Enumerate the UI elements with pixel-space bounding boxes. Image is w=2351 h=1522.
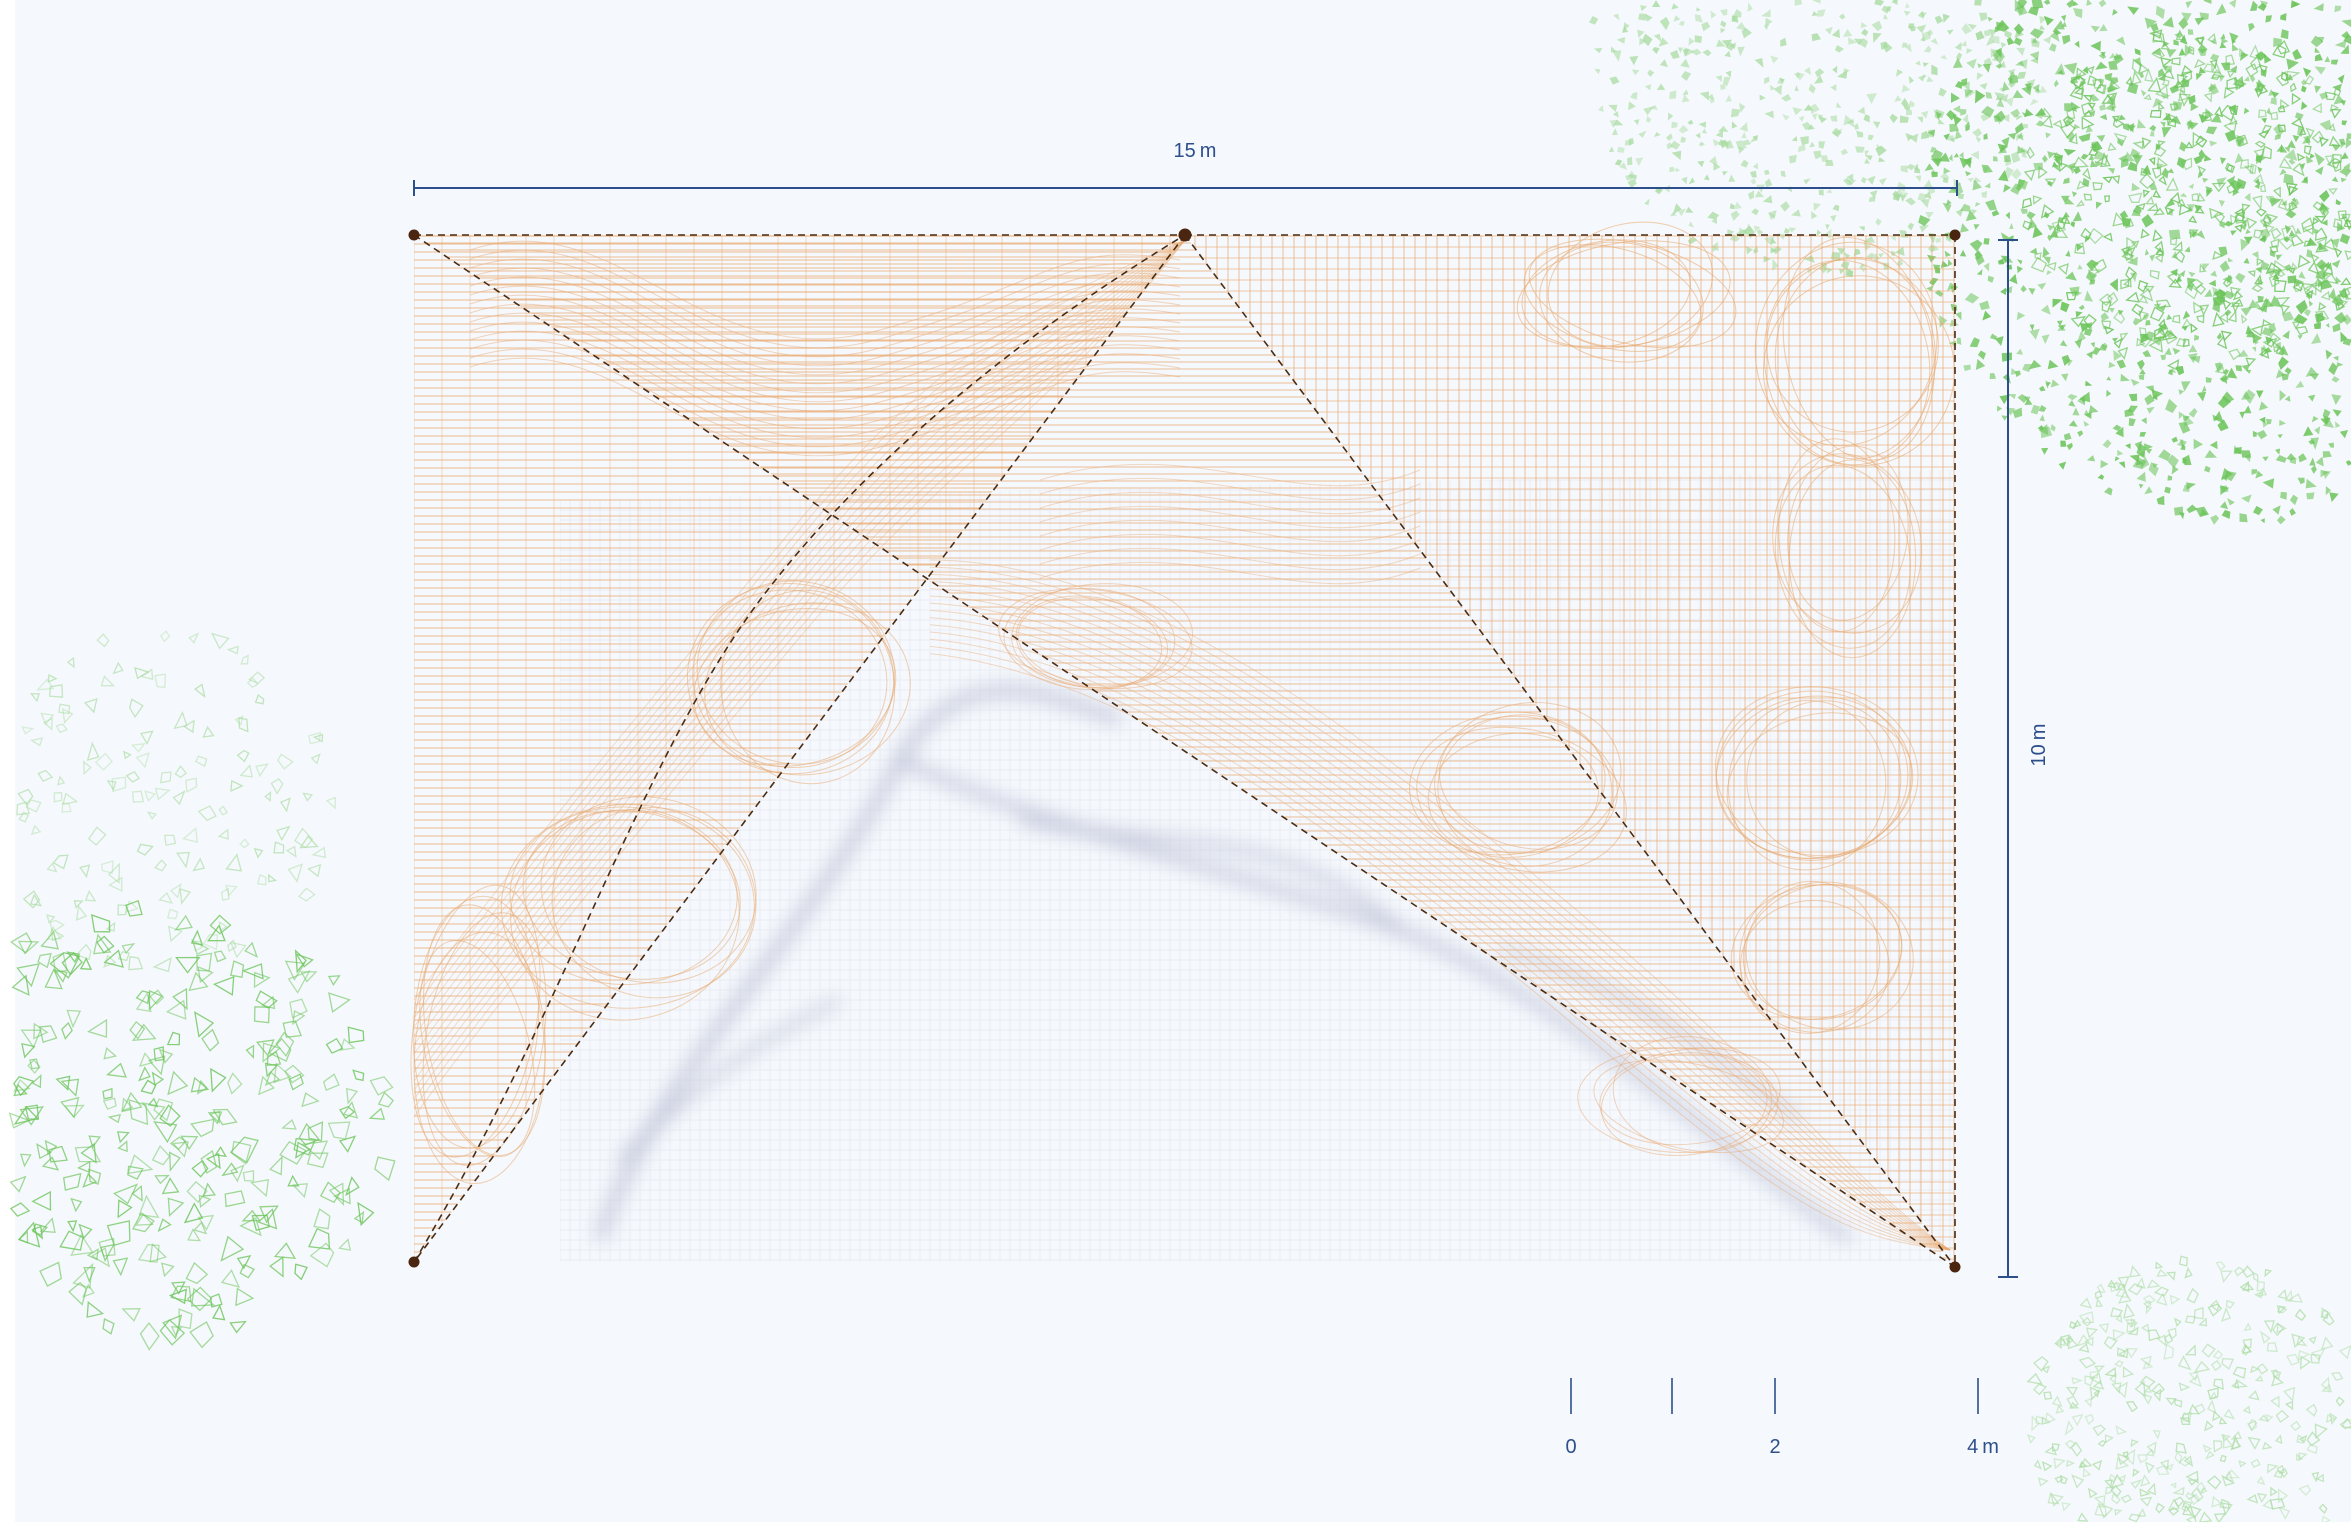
anchor-point-icon (1178, 228, 1192, 242)
width-dimension-label: 15 m (1174, 140, 1217, 162)
height-dimension (1998, 239, 2018, 1278)
scale-bar-label-zero: 0 (1565, 1436, 1576, 1458)
guide-line-inner-curve (413, 234, 1186, 1263)
membrane-shadow (560, 470, 1955, 1262)
tree-canopy-icon (8, 630, 396, 1351)
tree-canopy-icon (2026, 1255, 2351, 1522)
guide-line-diagonal-right (1184, 234, 1956, 1268)
cable-guide-lines (413, 234, 1956, 1268)
height-dimension-label: 10 m (2028, 724, 2050, 767)
scale-bar-label-four: 4 m (1967, 1436, 1999, 1458)
membrane-fibre-curves (410, 221, 1955, 1251)
width-dimension (413, 180, 1958, 196)
page-margin-strip (0, 0, 15, 1522)
anchor-point-icon (408, 1256, 420, 1268)
anchor-point-icon (408, 229, 420, 241)
anchor-point-icon (1949, 229, 1961, 241)
guide-line-diagonal-left (413, 234, 1186, 1263)
scale-bar (1570, 1378, 1979, 1414)
guide-line-diagonal-main (413, 234, 1956, 1268)
anchor-point-icon (1949, 1261, 1961, 1273)
tree-canopy-icon (1588, 0, 2052, 278)
scale-bar-label-two: 2 (1769, 1436, 1780, 1458)
tree-canopy-icon (1918, 0, 2351, 525)
